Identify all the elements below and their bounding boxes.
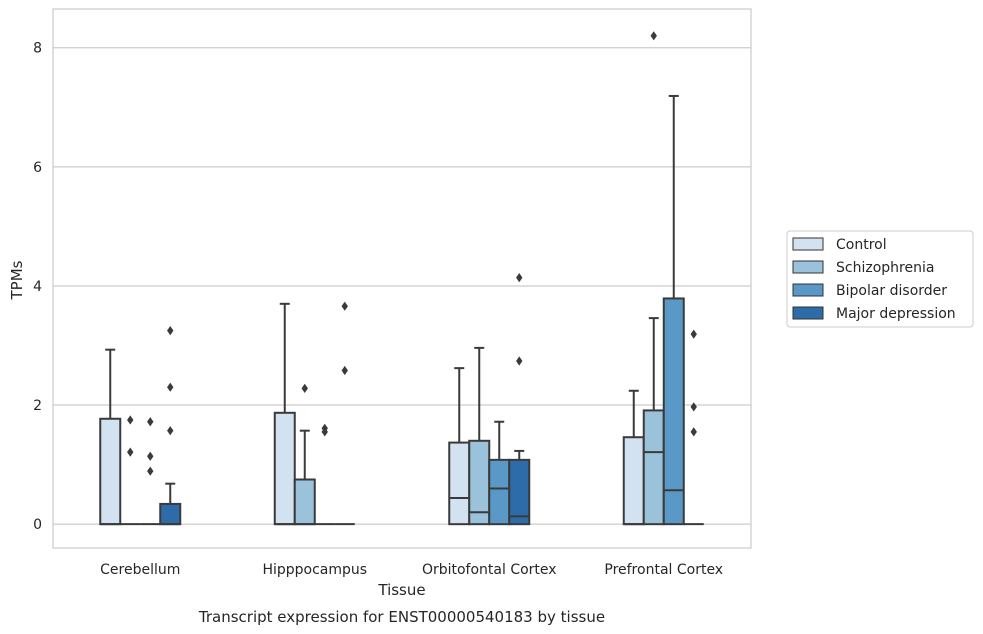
box-marks xyxy=(99,31,704,526)
box-body xyxy=(622,436,645,526)
box-control-0 xyxy=(99,348,122,526)
box-schizophrenia-0 xyxy=(120,415,141,526)
box-major-depression-0 xyxy=(159,326,182,526)
y-tick-label-2: 2 xyxy=(33,398,42,414)
box-major-depression-1 xyxy=(334,301,355,526)
outlier-point-1 xyxy=(341,365,348,376)
box-schizophrenia-3 xyxy=(642,31,665,526)
box-schizophrenia-2 xyxy=(468,346,491,526)
outlier-point-2 xyxy=(167,426,174,436)
plot-frame xyxy=(52,8,752,549)
box-major-depression-2 xyxy=(508,273,531,526)
legend-label-bipolar-disorder: Bipolar disorder xyxy=(836,283,947,299)
box-schizophrenia-1 xyxy=(293,383,316,526)
x-tick-label-cerebellum: Cerebellum xyxy=(100,562,180,578)
x-tick-label-orbitofontal-cortex: Orbitofontal Cortex xyxy=(422,562,557,578)
legend-swatch-schizophrenia xyxy=(792,260,824,274)
outlier-point-0 xyxy=(341,301,348,311)
legend-swatch-control xyxy=(792,237,824,251)
legend-swatch-bipolar-disorder xyxy=(792,283,824,297)
box-control-2 xyxy=(448,367,471,526)
box-body xyxy=(488,458,511,526)
outlier-point-1 xyxy=(127,447,134,457)
legend-label-control: Control xyxy=(836,237,887,253)
outlier-point-1 xyxy=(147,451,154,461)
outlier-point-0 xyxy=(167,326,174,336)
outlier-point-1 xyxy=(690,402,697,412)
box-bipolar-disorder-2 xyxy=(488,420,511,526)
outlier-point-0 xyxy=(650,31,657,41)
box-body xyxy=(159,502,182,526)
outlier-point-1 xyxy=(167,382,174,392)
box-body xyxy=(448,441,471,526)
outlier-point-2 xyxy=(690,427,697,437)
x-tick-labels: Cerebellum Hipppocampus Orbitofontal Corte… xyxy=(100,562,723,578)
outlier-point-1 xyxy=(516,356,523,366)
outlier-point-0 xyxy=(127,415,134,425)
box-body xyxy=(273,411,296,526)
box-body xyxy=(642,409,665,526)
outlier-point-0 xyxy=(516,273,523,283)
y-tick-label-6: 6 xyxy=(33,160,42,176)
box-bipolar-disorder-1 xyxy=(314,423,335,526)
outlier-point-2 xyxy=(147,466,154,476)
y-tick-label-8: 8 xyxy=(33,41,42,57)
outlier-point-0 xyxy=(690,329,697,339)
legend-entry-bipolar-disorder: Bipolar disorder xyxy=(792,283,947,299)
x-tick-label-prefrontal-cortex: Prefrontal Cortex xyxy=(604,562,723,578)
box-body xyxy=(293,478,316,526)
box-body xyxy=(99,417,122,526)
outlier-point-0 xyxy=(147,417,154,427)
x-tick-label-hipppocampus: Hipppocampus xyxy=(262,562,367,578)
y-axis-title: TPMs xyxy=(8,260,26,300)
y-tick-label-0: 0 xyxy=(33,517,42,533)
legend-entry-schizophrenia: Schizophrenia xyxy=(792,260,934,276)
chart-caption: Transcript expression for ENST0000054018… xyxy=(198,608,605,626)
box-bipolar-disorder-3 xyxy=(662,94,685,526)
box-body xyxy=(508,458,531,526)
legend-entry-control: Control xyxy=(792,237,887,253)
box-control-3 xyxy=(622,389,645,526)
y-tick-label-4: 4 xyxy=(33,279,42,295)
outlier-point-0 xyxy=(301,383,308,393)
legend: Control Schizophrenia Bipolar disorder M… xyxy=(786,230,974,328)
legend-label-schizophrenia: Schizophrenia xyxy=(836,260,934,276)
legend-label-major-depression: Major depression xyxy=(836,306,956,322)
legend-entry-major-depression: Major depression xyxy=(792,306,956,322)
legend-frame xyxy=(786,230,974,328)
legend-swatch-major-depression xyxy=(792,306,824,320)
box-control-1 xyxy=(273,302,296,526)
box-body xyxy=(662,297,685,526)
box-bipolar-disorder-0 xyxy=(140,417,161,526)
box-major-depression-3 xyxy=(683,329,704,526)
outlier-point-1 xyxy=(321,427,328,437)
y-tick-labels: 0 2 4 6 8 xyxy=(33,41,42,533)
x-axis-title: Tissue xyxy=(377,581,425,599)
